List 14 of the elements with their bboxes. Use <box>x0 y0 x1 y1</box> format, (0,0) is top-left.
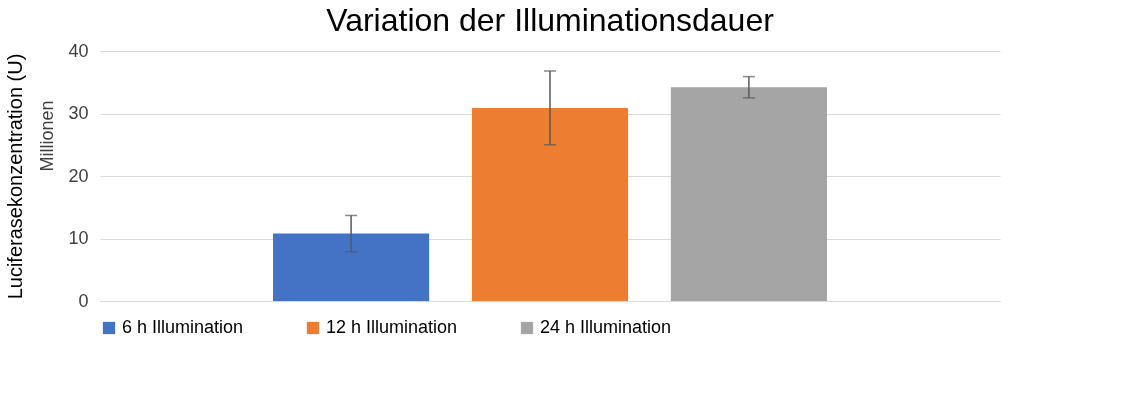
legend-label: 12 h Illumination <box>326 317 458 337</box>
legend-label: 6 h Illumination <box>122 317 244 337</box>
y-tick-label: 30 <box>68 103 89 123</box>
y-tick-label: 0 <box>78 290 89 311</box>
chart-title: Variation der Illuminationsdauer <box>326 2 775 38</box>
y-tick-label: 40 <box>68 40 89 61</box>
y-tick-label: 20 <box>68 165 89 186</box>
bar <box>471 107 629 301</box>
y-axis-title: Luciferasekonzentration (U) <box>4 53 27 300</box>
y-tick-label: 10 <box>68 228 89 248</box>
bar <box>273 233 430 301</box>
legend-label: 24 h Illumination <box>540 317 672 337</box>
text: Millionen <box>37 100 57 172</box>
bar <box>670 87 827 301</box>
